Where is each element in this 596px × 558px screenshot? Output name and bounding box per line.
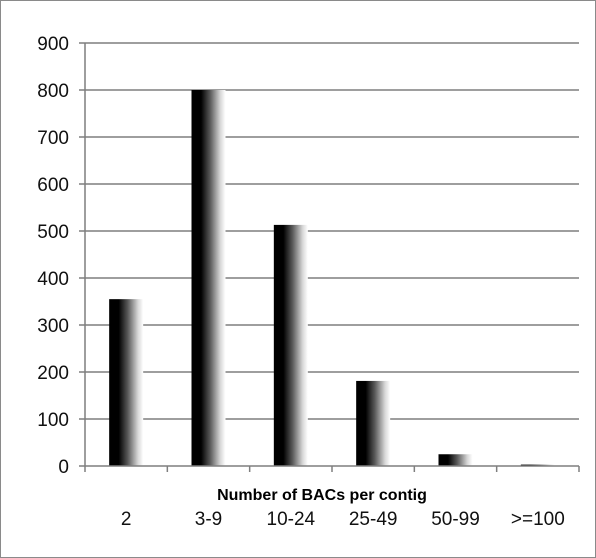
x-axis-ticks: 2 3-9 10-24 25-49 50-99 >=100 — [121, 509, 565, 530]
y-tick-label: 100 — [37, 410, 69, 431]
x-tick-label: 2 — [121, 509, 132, 530]
x-tick-label: 3-9 — [195, 509, 222, 530]
y-tick-label: 900 — [37, 34, 69, 55]
x-tick-label: 10-24 — [267, 509, 316, 530]
x-tick-label: >=100 — [511, 509, 565, 530]
y-tick-label: 400 — [37, 269, 69, 290]
y-axis-ticks: 0 100 200 300 400 500 600 700 800 900 — [37, 34, 69, 478]
bar-50-99 — [438, 454, 473, 466]
y-tick-label: 500 — [37, 222, 69, 243]
y-tick-label: 800 — [37, 81, 69, 102]
bar-2 — [109, 299, 144, 466]
x-tick-label: 25-49 — [349, 509, 398, 530]
y-tick-label: 600 — [37, 175, 69, 196]
y-tick-label: 200 — [37, 363, 69, 384]
y-tick-label: 0 — [58, 457, 69, 478]
x-axis-title: Number of BACs per contig — [217, 487, 427, 504]
axes — [79, 43, 580, 472]
bar-3-9 — [191, 90, 226, 466]
bar-10-24 — [273, 224, 308, 466]
y-tick-label: 700 — [37, 128, 69, 149]
bars — [109, 90, 555, 466]
x-tick-label: 50-99 — [431, 509, 480, 530]
bar-25-49 — [356, 380, 391, 466]
y-tick-label: 300 — [37, 316, 69, 337]
gridlines — [79, 42, 579, 420]
